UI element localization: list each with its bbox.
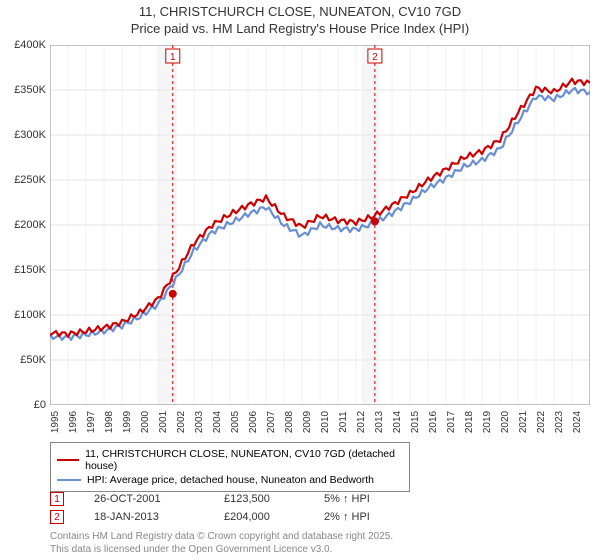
- price-chart: 11, CHRISTCHURCH CLOSE, NUNEATON, CV10 7…: [0, 0, 600, 560]
- sale-row: 2 18-JAN-2013 £204,000 2% ↑ HPI: [50, 508, 414, 526]
- y-tick-label: £0: [34, 399, 46, 411]
- x-tick-label: 2020: [500, 411, 511, 433]
- x-tick-label: 2000: [140, 411, 151, 433]
- attribution: Contains HM Land Registry data © Crown c…: [50, 531, 393, 556]
- sale-badge: 1: [50, 492, 64, 506]
- plot-svg: 12: [50, 45, 590, 405]
- x-tick-label: 2012: [356, 411, 367, 433]
- sale-row: 1 26-OCT-2001 £123,500 5% ↑ HPI: [50, 490, 414, 508]
- x-tick-label: 1998: [104, 411, 115, 433]
- x-tick-label: 2018: [464, 411, 475, 433]
- legend-swatch: [57, 479, 81, 481]
- x-tick-label: 2010: [320, 411, 331, 433]
- y-tick-label: £150K: [14, 264, 46, 276]
- sale-price: £204,000: [224, 511, 294, 523]
- sale-date: 26-OCT-2001: [94, 493, 194, 505]
- x-tick-label: 2016: [428, 411, 439, 433]
- attribution-line-2: This data is licensed under the Open Gov…: [50, 544, 393, 557]
- legend: 11, CHRISTCHURCH CLOSE, NUNEATON, CV10 7…: [50, 442, 410, 492]
- legend-item: 11, CHRISTCHURCH CLOSE, NUNEATON, CV10 7…: [57, 447, 403, 473]
- svg-text:1: 1: [170, 52, 176, 63]
- x-tick-label: 2021: [518, 411, 529, 433]
- x-tick-label: 2003: [194, 411, 205, 433]
- y-axis: £0£50K£100K£150K£200K£250K£300K£350K£400…: [0, 45, 48, 405]
- x-tick-label: 1997: [86, 411, 97, 433]
- y-tick-label: £100K: [14, 309, 46, 321]
- x-axis: 1995 1996 1997 1998 1999 2000 2001 2002 2003 2004…: [50, 408, 590, 438]
- sale-date: 18-JAN-2013: [94, 511, 194, 523]
- x-tick-label: 2014: [392, 411, 403, 433]
- x-tick-label: 2007: [266, 411, 277, 433]
- sale-hpi-delta: 2% ↑ HPI: [324, 511, 414, 523]
- legend-item: HPI: Average price, detached house, Nune…: [57, 473, 403, 487]
- x-tick-label: 2009: [302, 411, 313, 433]
- x-tick-label: 2017: [446, 411, 457, 433]
- legend-label: HPI: Average price, detached house, Nune…: [87, 474, 374, 486]
- x-tick-label: 2019: [482, 411, 493, 433]
- x-tick-label: 2013: [374, 411, 385, 433]
- title-line-1: 11, CHRISTCHURCH CLOSE, NUNEATON, CV10 7…: [0, 4, 600, 21]
- legend-swatch: [57, 459, 79, 461]
- x-tick-label: 2023: [554, 411, 565, 433]
- y-tick-label: £300K: [14, 129, 46, 141]
- x-tick-label: 2008: [284, 411, 295, 433]
- plot-area: 12: [50, 45, 590, 405]
- y-tick-label: £50K: [20, 354, 46, 366]
- x-tick-label: 1996: [68, 411, 79, 433]
- x-tick-label: 2015: [410, 411, 421, 433]
- x-tick-label: 2024: [572, 411, 583, 433]
- x-tick-label: 1995: [50, 411, 61, 433]
- sale-badge: 2: [50, 510, 64, 524]
- attribution-line-1: Contains HM Land Registry data © Crown c…: [50, 531, 393, 544]
- y-tick-label: £250K: [14, 174, 46, 186]
- chart-title: 11, CHRISTCHURCH CLOSE, NUNEATON, CV10 7…: [0, 0, 600, 38]
- x-tick-label: 2001: [158, 411, 169, 433]
- x-tick-label: 1999: [122, 411, 133, 433]
- x-tick-label: 2004: [212, 411, 223, 433]
- x-tick-label: 2002: [176, 411, 187, 433]
- x-tick-label: 2005: [230, 411, 241, 433]
- y-tick-label: £200K: [14, 219, 46, 231]
- y-tick-label: £400K: [14, 39, 46, 51]
- y-tick-label: £350K: [14, 84, 46, 96]
- sales-table: 1 26-OCT-2001 £123,500 5% ↑ HPI 2 18-JAN-2013…: [50, 490, 414, 526]
- sale-price: £123,500: [224, 493, 294, 505]
- sale-hpi-delta: 5% ↑ HPI: [324, 493, 414, 505]
- title-line-2: Price paid vs. HM Land Registry's House …: [0, 21, 600, 38]
- svg-text:2: 2: [372, 52, 378, 63]
- x-tick-label: 2011: [338, 411, 349, 433]
- legend-label: 11, CHRISTCHURCH CLOSE, NUNEATON, CV10 7…: [85, 448, 403, 472]
- x-tick-label: 2022: [536, 411, 547, 433]
- x-tick-label: 2006: [248, 411, 259, 433]
